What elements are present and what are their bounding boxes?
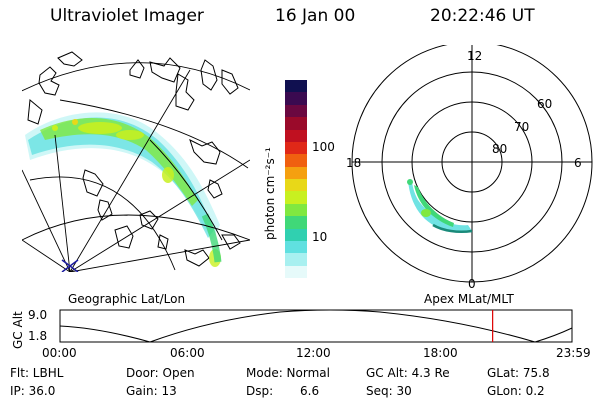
geographic-caption: Geographic Lat/Lon [68,292,186,306]
colorbar-swatch [285,228,307,241]
lat-label-80: 80 [492,142,507,156]
colorbar-swatch [285,179,307,192]
colorbar-scale [285,80,307,278]
date-label: 16 Jan 00 [275,6,356,26]
altitude-ylabel: GC Alt [11,311,25,349]
colorbar-swatch [285,92,307,105]
info-glat: GLat: 75.8 [487,366,550,380]
time-tick-0600: 06:00 [170,346,205,360]
info-glon: GLon: 0.2 [487,384,545,398]
colorbar-swatch [285,117,307,130]
info-gain: Gain: 13 [126,384,177,398]
info-seq: Seq: 30 [366,384,412,398]
mlt-label-12: 12 [467,49,482,63]
colorbar-swatch [285,216,307,229]
time-label: 20:22:46 UT [430,6,535,26]
colorbar-swatch [285,203,307,217]
colorbar-swatch [285,141,307,155]
time-tick-2359: 23:59 [556,346,591,360]
time-tick-0000: 00:00 [42,346,77,360]
altitude-plot-frame [59,309,573,343]
aurora-emission-band [25,112,222,267]
colorbar-swatch [285,80,307,93]
colorbar-swatch [285,129,307,142]
polar-caption: Apex MLat/MLT [424,292,514,306]
colorbar-swatch [285,265,307,278]
lat-label-70: 70 [514,120,529,134]
colorbar-tick-100: 100 [312,140,335,154]
colorbar-swatch [285,191,307,204]
info-door: Door: Open [126,366,195,380]
info-ip: IP: 36.0 [10,384,56,398]
info-dsp-value: 6.6 [300,384,320,398]
time-tick-1800: 18:00 [423,346,458,360]
colorbar-swatch [285,166,307,179]
info-gc-alt: GC Alt: 4.3 Re [366,366,450,380]
colorbar-unit-label: photon cm⁻²s⁻¹ [263,147,277,240]
mlt-label-6: 6 [574,156,582,170]
mlt-label-0: 0 [468,277,476,290]
lat-lon-grid [22,62,250,272]
time-tick-1200: 12:00 [296,346,331,360]
instrument-title: Ultraviolet Imager [50,6,204,26]
colorbar-swatch [285,104,307,118]
colorbar-swatch [285,154,307,167]
altitude-tick-1-8: 1.8 [28,329,47,343]
mlt-label-18: 18 [346,156,361,170]
geographic-map [22,51,250,272]
colorbar-swatch [285,253,307,266]
colorbar-swatch [285,240,307,254]
info-mode: Mode: Normal [246,366,330,380]
colorbar-tick-10: 10 [312,230,328,244]
info-dsp-label: Dsp: [246,384,274,398]
coastline-outlines [27,51,241,267]
altitude-curve [59,309,573,343]
polar-mlat-mlt-plot: 12 6 0 18 60 70 80 [346,45,593,290]
polar-aurora-oval [407,179,473,233]
altitude-timeline: GC Alt 9.0 1.8 00:00 06:00 12:00 18:00 2… [11,308,591,360]
altitude-tick-9: 9.0 [28,308,47,322]
info-filter: Flt: LBHL [10,366,64,380]
lat-label-60: 60 [537,97,552,111]
